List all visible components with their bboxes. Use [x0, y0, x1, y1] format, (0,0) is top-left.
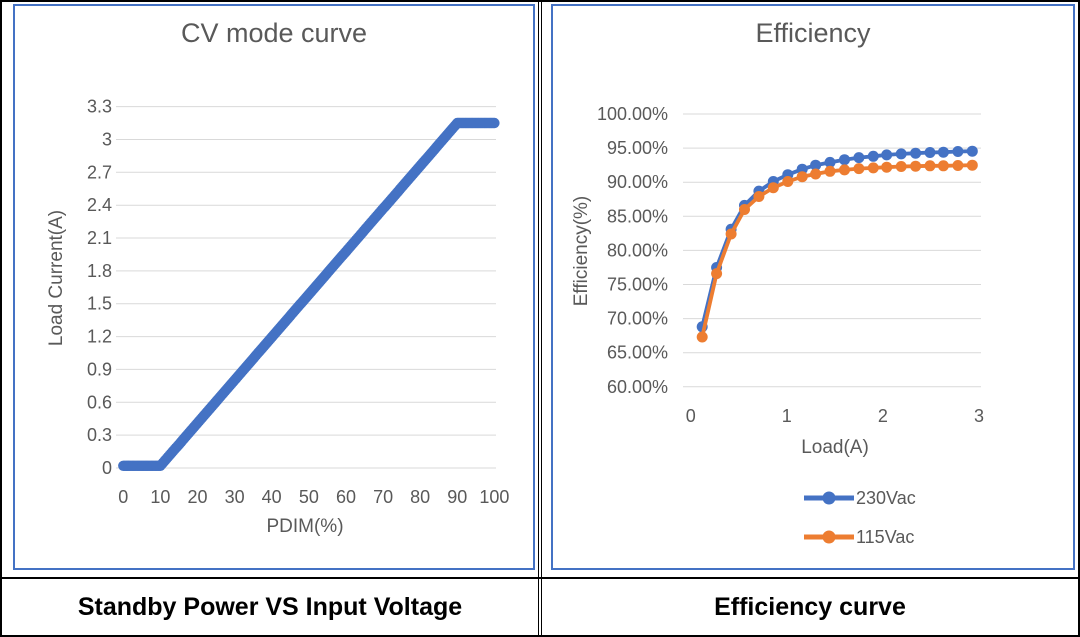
series-marker: [867, 150, 879, 162]
series-marker: [910, 160, 922, 172]
series-marker: [725, 228, 737, 240]
y-tick-label: 85.00%: [607, 206, 668, 226]
x-tick-label: 10: [150, 487, 170, 507]
x-tick-label: 2: [878, 406, 888, 426]
x-tick-label: 100: [479, 487, 509, 507]
column-divider: [538, 579, 542, 635]
y-tick-label: 0.6: [87, 392, 112, 412]
x-tick-label: 60: [336, 487, 356, 507]
legend-item-230vac: 230Vac: [804, 487, 916, 509]
series-marker: [711, 268, 723, 280]
chart-svg-0: 0 0.3 0.6 0.9 1.2 1.5 1.8 2.1 2.4 2.7 3 3.3 0 10 20 30 4…: [87, 97, 509, 507]
chart-svg-1: 60.00% 65.00% 70.00% 75.00% 80.00% 85.00% 90.0…: [597, 104, 984, 426]
y-tick-label: 1.8: [87, 261, 112, 281]
caption-efficiency-curve: Efficiency curve: [714, 592, 906, 621]
series-marker: [895, 148, 907, 160]
x-tick-label: 20: [187, 487, 207, 507]
series-marker: [910, 147, 922, 159]
legend-label: 115Vac: [856, 526, 915, 547]
legend-marker-230vac: [804, 491, 854, 505]
series-marker: [937, 160, 949, 172]
series-marker: [767, 182, 779, 194]
x-tick-label: 70: [373, 487, 393, 507]
series-marker: [810, 159, 822, 171]
y-tick-label: 90.00%: [607, 172, 668, 192]
efficiency-chart: Efficiency Efficiency(%) Load(A) 60.00% 6…: [551, 4, 1075, 570]
series-marker: [782, 176, 794, 187]
x-tick-label: 90: [447, 487, 467, 507]
series-marker: [753, 191, 765, 202]
series-marker: [966, 159, 978, 171]
caption-standby-power: Standby Power VS Input Voltage: [77, 592, 463, 621]
x-axis-title: Load(A): [801, 437, 869, 458]
row-divider: [2, 577, 1078, 579]
y-tick-label: 75.00%: [607, 275, 668, 295]
y-tick-label: 0.3: [87, 425, 112, 445]
legend-item-115vac: 115Vac: [804, 526, 916, 548]
right-chart-cell: Efficiency Efficiency(%) Load(A) 60.00% 6…: [542, 2, 1078, 577]
legend-label: 230Vac: [856, 487, 916, 508]
x-tick-label: 40: [262, 487, 282, 507]
legend: 230Vac 115Vac: [804, 487, 916, 548]
series-marker: [924, 147, 936, 158]
column-divider: [538, 2, 542, 577]
marker: [489, 117, 500, 129]
series-marker: [853, 163, 865, 175]
x-tick-label: 3: [974, 406, 984, 426]
series-marker: [810, 168, 822, 180]
series-marker: [696, 331, 708, 343]
chart-title: Efficiency: [755, 18, 871, 48]
x-tick-label: 50: [299, 487, 319, 507]
right-caption-cell: Efficiency curve: [542, 579, 1078, 635]
y-tick-label: 2.1: [87, 228, 112, 248]
y-tick-label: 2.7: [87, 162, 112, 182]
series-marker: [739, 204, 750, 215]
y-tick-label: 2.4: [87, 195, 112, 215]
x-axis-title: PDIM(%): [266, 516, 344, 537]
y-tick-label: 1.2: [87, 327, 112, 347]
series-marker: [839, 154, 850, 166]
y-tick-label: 100.00%: [597, 104, 668, 124]
series-marker: [796, 171, 808, 183]
series-marker: [952, 146, 964, 157]
x-tick-label: 0: [686, 406, 696, 426]
series-marker: [881, 161, 893, 173]
series-marker: [966, 145, 978, 157]
series-marker: [924, 160, 936, 172]
x-tick-label: 30: [225, 487, 245, 507]
series-marker: [839, 164, 850, 176]
y-tick-label: 80.00%: [607, 240, 668, 260]
y-tick-label: 1.5: [87, 294, 112, 314]
legend-marker-115vac: [804, 530, 854, 544]
series-marker: [952, 160, 964, 171]
series-marker: [881, 149, 893, 161]
y-tick-label: 0.9: [87, 359, 112, 379]
y-tick-label: 65.00%: [607, 343, 668, 363]
y-tick-label: 70.00%: [607, 309, 668, 329]
y-tick-label: 95.00%: [607, 138, 668, 158]
left-caption-cell: Standby Power VS Input Voltage: [2, 579, 538, 635]
y-tick-label: 0: [102, 458, 112, 478]
series-marker: [824, 165, 836, 177]
series-line: [700, 149, 975, 329]
series-marker: [867, 162, 879, 174]
chart-title: CV mode curve: [180, 18, 368, 48]
y-tick-label: 3: [102, 130, 112, 150]
series-marker: [937, 146, 949, 158]
series-marker: [824, 156, 836, 168]
x-tick-label: 1: [782, 406, 792, 426]
series-marker: [853, 152, 865, 164]
series-line: [700, 163, 975, 339]
series-marker: [895, 161, 907, 172]
x-tick-label: 0: [118, 487, 128, 507]
y-tick-label: 3.3: [87, 97, 112, 117]
y-tick-label: 60.00%: [607, 377, 668, 397]
x-tick-label: 80: [410, 487, 430, 507]
